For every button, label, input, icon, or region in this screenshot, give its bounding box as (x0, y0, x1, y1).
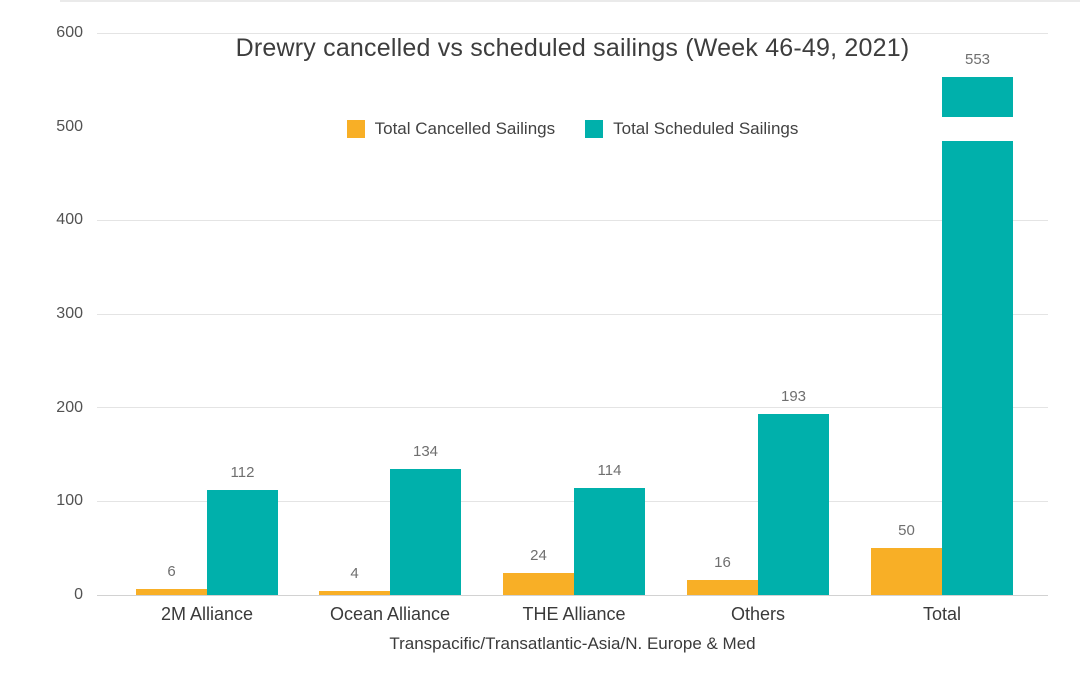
bar-value-label: 114 (597, 462, 622, 480)
top-edge-divider (60, 0, 1080, 2)
bar-value-label: 112 (230, 464, 255, 482)
y-tick-label: 100 (56, 492, 83, 510)
bar-value-label: 24 (530, 546, 547, 564)
bar-scheduled (390, 469, 461, 595)
chart-title: Drewry cancelled vs scheduled sailings (… (235, 34, 910, 62)
bar-value-label: 4 (350, 565, 359, 583)
x-tick-label: 2M Alliance (160, 604, 254, 624)
legend-swatch-cancelled (346, 120, 365, 138)
legend-item-scheduled: Total Scheduled Sailings (585, 119, 798, 139)
bar-scheduled (758, 414, 829, 595)
x-axis-title: Transpacific/Transatlantic-Asia/N. Europ… (389, 634, 756, 653)
legend-label-scheduled: Total Scheduled Sailings (613, 119, 799, 138)
x-tick-label: THE Alliance (522, 604, 626, 624)
legend-item-cancelled: Total Cancelled Sailings (346, 119, 556, 139)
bar-value-label: 134 (412, 443, 439, 461)
y-tick-label: 500 (56, 117, 83, 135)
bar-cancelled (687, 580, 758, 595)
bar-value-label: 16 (714, 554, 731, 571)
bar-scheduled (942, 77, 1013, 595)
gridline (97, 500, 1048, 502)
bar-cancelled (136, 589, 207, 595)
x-tick-label: Total (922, 604, 962, 624)
y-tick-label: 200 (56, 398, 83, 416)
bar-value-label: 50 (898, 522, 915, 540)
y-tick-label: 300 (56, 305, 83, 322)
gridline (97, 219, 1048, 221)
gridline (97, 594, 1048, 596)
gridline (97, 32, 1048, 34)
bar-scheduled (207, 490, 278, 595)
bar-value-label: 553 (964, 51, 991, 69)
x-tick-label: Others (730, 604, 786, 624)
legend: Total Cancelled Sailings Total Scheduled… (97, 117, 1048, 141)
y-tick-label: 400 (56, 211, 83, 229)
y-tick-label: 600 (56, 24, 83, 41)
bar-cancelled (503, 572, 574, 595)
bar-cancelled (319, 591, 390, 595)
bar-cancelled (871, 548, 942, 595)
bar-scheduled (574, 488, 645, 595)
x-tick-label: Ocean Alliance (329, 604, 451, 624)
bar-value-label: 6 (167, 563, 176, 581)
legend-swatch-scheduled (585, 120, 604, 138)
legend-label-cancelled: Total Cancelled Sailings (374, 119, 556, 138)
gridline (97, 407, 1048, 409)
bar-value-label: 193 (780, 388, 807, 406)
y-tick-label: 0 (74, 586, 83, 603)
gridline (97, 313, 1048, 315)
